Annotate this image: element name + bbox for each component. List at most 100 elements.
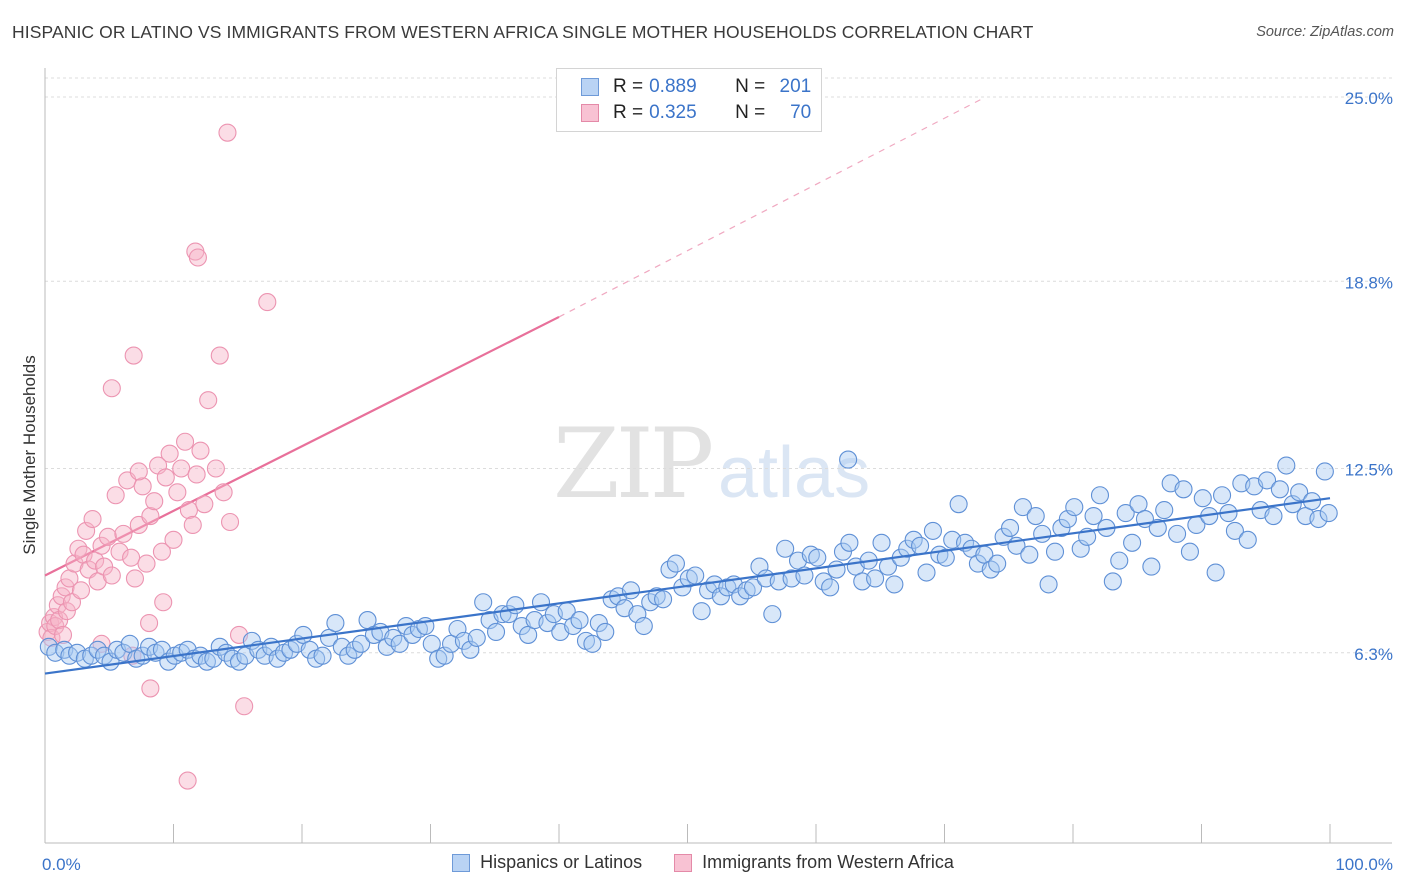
trend-line-hispanic [44, 497, 1331, 675]
data-point-hispanic [570, 611, 589, 630]
data-point-western-africa [154, 593, 173, 612]
trend-line-western-africa [44, 96, 986, 577]
data-point-western-africa [92, 536, 111, 555]
data-point-western-africa [235, 697, 254, 716]
data-point-western-africa [152, 542, 171, 561]
data-point-western-africa [57, 602, 76, 621]
data-point-hispanic [743, 578, 763, 597]
data-point-hispanic [1045, 542, 1065, 561]
data-point-hispanic [628, 605, 647, 624]
data-point-western-africa [183, 515, 202, 535]
points-hispanic [39, 450, 1338, 671]
trend-line-western-africa-dashed [558, 96, 986, 318]
data-point-hispanic [634, 616, 653, 636]
data-point-hispanic [776, 539, 795, 558]
data-point-western-africa [129, 462, 148, 481]
data-point-hispanic [1058, 509, 1077, 529]
points-western-africa [38, 123, 277, 790]
data-point-western-africa [164, 530, 183, 549]
data-point-hispanic [821, 578, 840, 597]
data-point-western-africa [125, 569, 144, 588]
data-point-hispanic [686, 566, 705, 585]
data-point-hispanic [621, 581, 641, 600]
data-point-hispanic [435, 646, 454, 665]
y-tick-label: 12.5% [1345, 461, 1393, 480]
data-point-hispanic [1168, 524, 1187, 543]
x-tick-label-min: 0.0% [42, 855, 81, 874]
legend-swatch-blue [452, 853, 471, 872]
data-point-western-africa [258, 293, 277, 312]
data-point-hispanic [1103, 572, 1122, 591]
data-point-hispanic [1013, 498, 1032, 517]
y-tick-label: 18.8% [1345, 273, 1393, 292]
legend-r-value: 0.889 [649, 76, 697, 97]
data-point-western-africa [77, 521, 96, 540]
data-point-hispanic [1155, 501, 1174, 520]
y-tick-label: 25.0% [1345, 89, 1393, 108]
data-point-hispanic [1090, 486, 1110, 505]
data-point-western-africa [214, 483, 233, 502]
legend-r-value: 0.325 [649, 102, 697, 123]
legend-item-western-africa: Immigrants from Western Africa [674, 852, 954, 873]
data-point-western-africa [195, 495, 214, 514]
watermark-zip: ZIP [553, 408, 714, 520]
data-point-western-africa [168, 483, 187, 502]
data-point-hispanic [866, 569, 885, 588]
legend-row-hispanic: R = 0.889 N = 201 [581, 74, 811, 100]
data-point-hispanic [1264, 507, 1283, 526]
data-point-hispanic [1270, 480, 1289, 499]
data-point-hispanic [808, 548, 827, 567]
data-point-hispanic [1257, 471, 1277, 490]
grid [45, 77, 1392, 654]
data-point-hispanic [467, 628, 486, 647]
data-point-hispanic [1238, 530, 1257, 549]
data-point-western-africa [156, 468, 175, 487]
data-point-hispanic [833, 542, 853, 561]
data-point-hispanic [1180, 542, 1199, 561]
data-point-hispanic [840, 533, 859, 552]
legend-n-label: N = [735, 76, 766, 97]
legend-label-western-africa: Immigrants from Western Africa [702, 852, 954, 872]
data-point-hispanic [1000, 518, 1020, 537]
data-point-hispanic [936, 548, 955, 567]
source-label: Source: ZipAtlas.com [1256, 24, 1394, 40]
data-point-hispanic [474, 593, 493, 612]
legend-r-label: R = [613, 76, 644, 97]
data-point-hispanic [352, 634, 371, 653]
data-point-hispanic [1110, 551, 1129, 570]
data-point-western-africa [210, 346, 229, 365]
data-point-western-africa [188, 248, 207, 267]
data-point-hispanic [1026, 507, 1045, 526]
legend-n-label: N = [735, 102, 766, 123]
data-point-western-africa [114, 524, 133, 543]
data-point-hispanic [583, 634, 602, 653]
data-point-hispanic [1052, 518, 1071, 537]
data-point-hispanic [1123, 533, 1142, 552]
legend-r-label: R = [613, 102, 644, 123]
data-point-hispanic [763, 605, 782, 624]
data-point-western-africa [69, 539, 88, 558]
data-point-hispanic [666, 554, 685, 573]
data-point-western-africa [199, 391, 218, 410]
data-point-hispanic [538, 613, 557, 633]
data-point-hispanic [1071, 539, 1090, 558]
data-point-hispanic [692, 602, 711, 621]
trend-line-western-africa-solid [44, 315, 560, 577]
data-point-hispanic [461, 640, 480, 659]
data-point-hispanic [654, 590, 673, 609]
data-point-western-africa [220, 512, 240, 532]
data-point-hispanic [711, 587, 730, 606]
data-point-western-africa [141, 679, 160, 698]
chart-title: HISPANIC OR LATINO VS IMMIGRANTS FROM WE… [12, 22, 1034, 42]
data-point-western-africa [71, 581, 91, 600]
x-tick-label-max: 100.0% [1335, 855, 1393, 874]
data-point-hispanic [988, 554, 1007, 573]
data-point-western-africa [102, 379, 121, 398]
data-point-hispanic [885, 575, 904, 594]
data-point-hispanic [1174, 480, 1193, 499]
data-point-hispanic [1084, 507, 1103, 526]
data-point-western-africa [137, 554, 156, 573]
legend-swatch-pink [581, 104, 599, 122]
data-point-western-africa [172, 459, 191, 478]
